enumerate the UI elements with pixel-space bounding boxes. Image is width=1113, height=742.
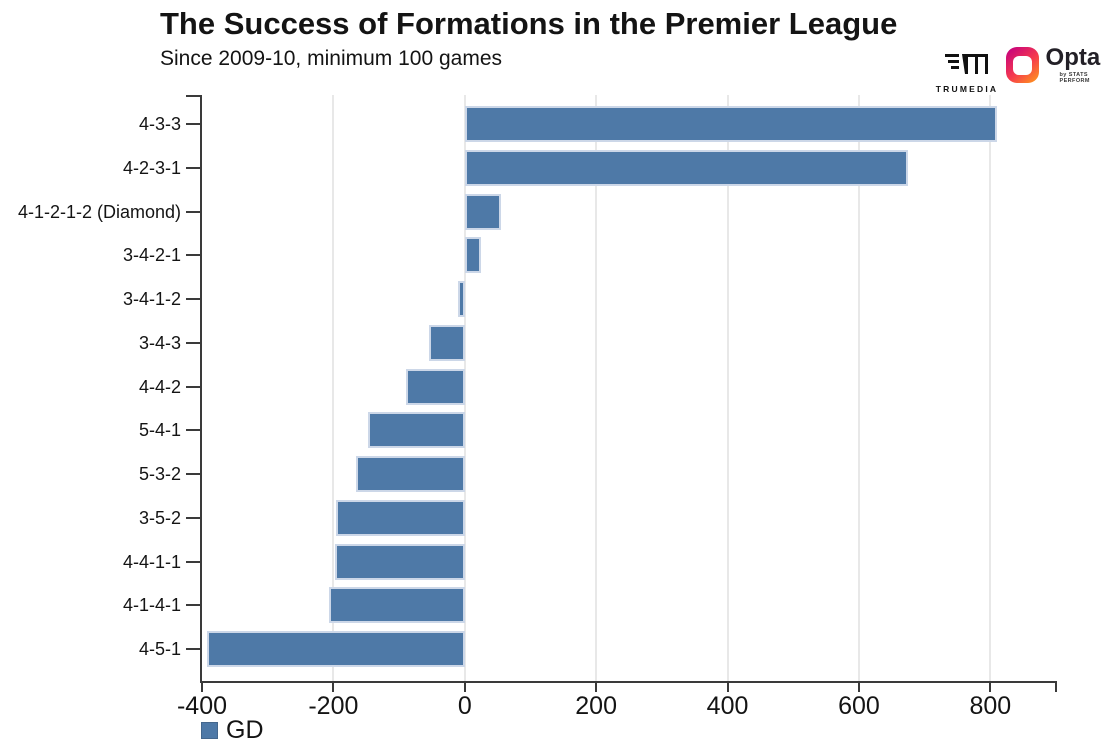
legend-label: GD: [226, 716, 264, 742]
opta-sub-wordmark: by STATS PERFORM: [1059, 72, 1090, 84]
bar: [464, 193, 501, 230]
y-tick: [186, 473, 200, 475]
legend-swatch: [201, 722, 218, 739]
gridline: [857, 95, 860, 681]
y-tick: [186, 560, 200, 563]
gridline: [595, 95, 598, 681]
x-tick: [595, 683, 598, 692]
y-axis-label: 4-2-3-1: [122, 157, 181, 178]
y-axis-label: 4-1-4-1: [122, 595, 181, 616]
x-tick: [463, 683, 466, 692]
gridline: [463, 95, 466, 681]
bar: [368, 412, 465, 449]
y-tick: [186, 385, 200, 388]
chart-subtitle: Since 2009-10, minimum 100 games: [160, 47, 503, 70]
y-axis-endcap: [186, 95, 200, 97]
y-tick: [186, 516, 200, 519]
opta-icon: [1006, 47, 1039, 83]
bar: [328, 587, 465, 624]
bar: [429, 324, 465, 361]
y-axis-label: 3-4-1-2: [122, 289, 181, 309]
x-axis-label: -400: [176, 692, 228, 720]
gridline: [726, 95, 729, 681]
y-tick: [186, 429, 200, 432]
bar: [336, 499, 465, 536]
y-tick: [186, 298, 200, 300]
bar: [464, 149, 909, 186]
chart-title: The Success of Formations in the Premier…: [160, 6, 898, 41]
y-axis-label: 4-5-1: [138, 639, 181, 659]
y-tick: [186, 648, 200, 650]
y-axis-label: 4-4-2: [138, 376, 181, 397]
bar: [355, 456, 465, 492]
x-axis-label: 0: [457, 692, 472, 720]
y-axis-label: 4-4-1-1: [122, 551, 181, 572]
y-tick: [186, 254, 200, 257]
y-axis-label: 5-3-2: [138, 464, 181, 484]
x-axis-label: 200: [575, 692, 617, 720]
y-axis-label: 4-1-2-1-2 (Diamond): [17, 201, 181, 222]
opta-wordmark: Opta: [1045, 44, 1101, 71]
y-tick: [186, 210, 200, 213]
bar: [405, 368, 465, 405]
bar: [206, 631, 465, 667]
y-axis-label: 3-5-2: [138, 507, 181, 528]
bar: [334, 543, 465, 580]
bar: [458, 281, 465, 317]
y-tick: [186, 166, 200, 169]
x-tick: [726, 683, 729, 692]
x-axis-line: [200, 681, 1057, 683]
x-axis-label: 400: [706, 692, 749, 720]
y-axis-label: 5-4-1: [138, 420, 181, 441]
trumedia-wordmark: TRUMEDIA: [935, 84, 999, 94]
x-tick: [201, 683, 203, 692]
opta-logo: Opta by STATS PERFORM: [1006, 46, 1113, 84]
y-tick: [186, 604, 200, 607]
y-axis-line: [200, 95, 202, 681]
x-axis-endcap: [1055, 683, 1057, 692]
y-tick: [186, 341, 200, 344]
x-axis-label: 600: [838, 692, 880, 720]
y-axis-label: 3-4-2-1: [122, 245, 181, 266]
x-tick: [989, 683, 992, 692]
y-axis-label: 4-3-3: [138, 114, 181, 134]
trumedia-icon: [945, 54, 988, 74]
x-tick: [332, 683, 335, 692]
gridline: [332, 95, 335, 681]
gridline: [989, 95, 992, 681]
trumedia-logo: TRUMEDIA: [930, 52, 1004, 94]
x-axis-label: 800: [969, 692, 1012, 720]
legend: GD: [201, 716, 264, 742]
x-tick: [857, 683, 860, 692]
y-tick: [186, 123, 200, 125]
y-axis-label: 3-4-3: [138, 332, 181, 353]
bar: [464, 237, 481, 274]
x-axis-label: -200: [308, 692, 359, 720]
bar: [464, 106, 997, 142]
